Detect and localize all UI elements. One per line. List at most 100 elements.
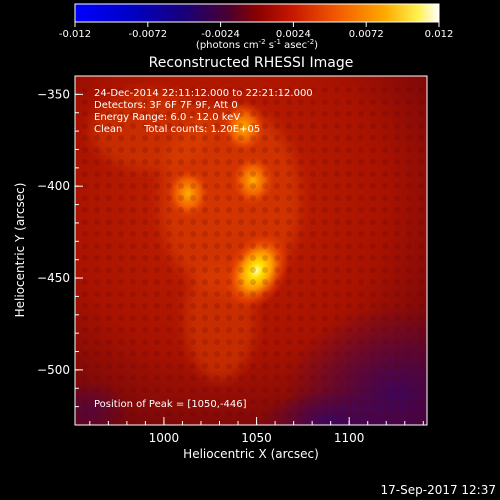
texture-dot xyxy=(238,411,244,417)
texture-dot xyxy=(298,243,304,249)
texture-dot xyxy=(262,291,268,297)
texture-dot xyxy=(166,327,172,333)
texture-dot xyxy=(358,387,364,393)
texture-dot xyxy=(370,159,376,165)
texture-dot xyxy=(202,111,208,117)
texture-dot xyxy=(226,399,232,405)
texture-dot xyxy=(262,363,268,369)
texture-dot xyxy=(82,147,88,153)
texture-dot xyxy=(190,327,196,333)
texture-dot xyxy=(94,87,100,93)
texture-dot xyxy=(238,243,244,249)
texture-dot xyxy=(358,291,364,297)
texture-dot xyxy=(94,267,100,273)
texture-dot xyxy=(418,291,424,297)
texture-dot xyxy=(118,147,124,153)
texture-dot xyxy=(238,363,244,369)
texture-dot xyxy=(178,123,184,129)
colorbar-unit-label: (photons cm-2 s-1 asec-2) xyxy=(196,38,318,51)
annotation-clean: Clean xyxy=(94,124,122,135)
texture-dot xyxy=(286,99,292,105)
texture-dot xyxy=(142,171,148,177)
texture-dot xyxy=(394,243,400,249)
texture-dot xyxy=(286,279,292,285)
texture-dot xyxy=(274,267,280,273)
texture-dot xyxy=(106,399,112,405)
texture-dot xyxy=(298,327,304,333)
texture-dot xyxy=(202,207,208,213)
texture-dot xyxy=(118,411,124,417)
texture-dot xyxy=(250,195,256,201)
texture-dot xyxy=(202,399,208,405)
texture-dot xyxy=(226,363,232,369)
texture-dot xyxy=(130,99,136,105)
texture-dot xyxy=(118,231,124,237)
texture-dot xyxy=(226,99,232,105)
texture-dot xyxy=(322,231,328,237)
texture-dot xyxy=(142,339,148,345)
texture-dot xyxy=(262,399,268,405)
texture-dot xyxy=(406,291,412,297)
texture-dot xyxy=(94,255,100,261)
texture-dot xyxy=(82,375,88,381)
texture-dot xyxy=(166,303,172,309)
texture-dot xyxy=(406,267,412,273)
texture-dot xyxy=(322,303,328,309)
source-blob xyxy=(230,154,275,207)
texture-dot xyxy=(382,339,388,345)
texture-dot xyxy=(394,399,400,405)
texture-dot xyxy=(334,231,340,237)
texture-dot xyxy=(226,135,232,141)
texture-dot xyxy=(322,267,328,273)
texture-dot xyxy=(130,123,136,129)
texture-dot xyxy=(322,291,328,297)
texture-dot xyxy=(262,123,268,129)
texture-dot xyxy=(418,327,424,333)
texture-dot xyxy=(262,255,268,261)
texture-dot xyxy=(154,303,160,309)
texture-dot xyxy=(346,87,352,93)
texture-dot xyxy=(394,171,400,177)
texture-dot xyxy=(322,195,328,201)
texture-dot xyxy=(190,111,196,117)
texture-dot xyxy=(382,315,388,321)
texture-dot xyxy=(358,351,364,357)
texture-dot xyxy=(166,183,172,189)
texture-dot xyxy=(130,411,136,417)
texture-dot xyxy=(406,363,412,369)
texture-dot xyxy=(202,315,208,321)
x-tick-label: 1000 xyxy=(149,431,180,445)
texture-dot xyxy=(286,87,292,93)
texture-dot xyxy=(214,255,220,261)
texture-dot xyxy=(358,267,364,273)
texture-dot xyxy=(214,123,220,129)
source-blob xyxy=(221,101,266,154)
texture-dot xyxy=(142,243,148,249)
texture-dot xyxy=(250,135,256,141)
texture-dot xyxy=(406,171,412,177)
texture-dot xyxy=(382,123,388,129)
texture-dot xyxy=(382,291,388,297)
texture-dot xyxy=(262,171,268,177)
plot-annotations: 24-Dec-2014 22:11:12.000 to 22:21:12.000… xyxy=(94,88,313,410)
texture-dot xyxy=(418,375,424,381)
texture-dot xyxy=(226,231,232,237)
texture-dot xyxy=(298,267,304,273)
texture-dot xyxy=(118,351,124,357)
texture-dot xyxy=(346,363,352,369)
colorbar-tick-label: 0.0072 xyxy=(349,29,384,40)
texture-dot xyxy=(226,315,232,321)
texture-dot xyxy=(106,375,112,381)
texture-dot xyxy=(106,135,112,141)
texture-dot xyxy=(142,279,148,285)
texture-dot xyxy=(130,387,136,393)
texture-dot xyxy=(274,327,280,333)
texture-dot xyxy=(142,99,148,105)
texture-dot xyxy=(262,411,268,417)
texture-dot xyxy=(106,363,112,369)
texture-dot xyxy=(298,183,304,189)
texture-dot xyxy=(346,291,352,297)
texture-dot xyxy=(274,135,280,141)
texture-dot xyxy=(334,207,340,213)
texture-dot xyxy=(286,255,292,261)
